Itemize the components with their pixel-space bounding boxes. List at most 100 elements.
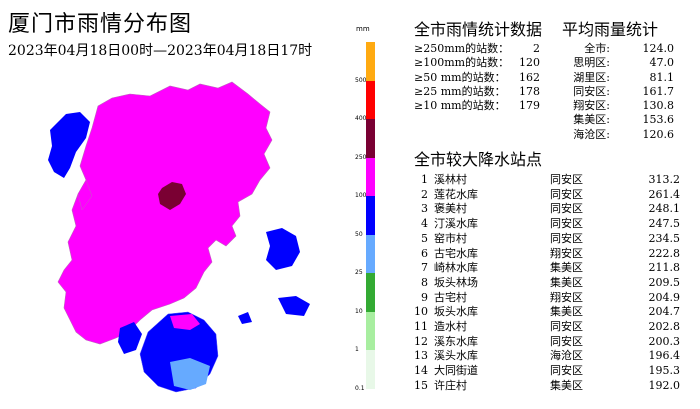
legend-swatch [366, 311, 375, 350]
cell-district: 集美区 [550, 378, 583, 392]
cell-name: 窑市村 [434, 231, 467, 245]
cell-label: ≥100mm的站数： [414, 56, 510, 70]
average-table: 全市: 124.0 思明区: 47.0 湖里区: 81.1 同安区: 161.7 翔安区: 130… [566, 42, 674, 142]
cell-value: 124.0 [642, 42, 675, 55]
legend-colorbar [366, 42, 375, 389]
table-row: 13 溪头水库 海沧区 196.4 [414, 349, 680, 364]
west-strip [77, 179, 93, 211]
cell-label: ≥50 mm的站数： [414, 70, 506, 84]
cell-rank: 8 [421, 275, 428, 289]
cell-name: 崎林水库 [434, 261, 478, 275]
cell-name: 溪东水库 [434, 334, 478, 348]
legend-tick-label: 50 [355, 230, 363, 238]
cell-value: 211.8 [648, 261, 681, 275]
mainland-region [57, 81, 273, 345]
cell-rank: 13 [414, 349, 428, 363]
table-row: 1 溪林村 同安区 313.2 [414, 173, 680, 188]
table-row: 15 许庄村 集美区 192.0 [414, 379, 680, 394]
southwest-coast [118, 322, 142, 354]
legend-unit: mm [356, 25, 370, 33]
cell-rank: 11 [414, 320, 428, 334]
cell-value: 81.1 [649, 70, 675, 84]
cell-rank: 9 [421, 290, 428, 304]
east-island [278, 296, 310, 316]
legend-tick-label: 400 [355, 115, 367, 122]
east-region [266, 228, 300, 270]
cell-value: 192.0 [648, 378, 681, 392]
legend-tick-label: 100 [355, 192, 367, 199]
cell-value: 204.9 [648, 290, 681, 304]
legend-swatch [366, 119, 375, 158]
cell-rank: 14 [414, 364, 428, 378]
legend-swatch [366, 196, 375, 235]
cell-label: 海沧区: [573, 127, 610, 141]
cell-name: 坂头林场 [434, 275, 478, 289]
cell-rank: 3 [421, 202, 428, 216]
table-row: 思明区: 47.0 [566, 56, 674, 70]
cell-name: 大同街道 [434, 364, 478, 378]
cell-rank: 1 [421, 173, 428, 186]
island-magenta-zone [170, 314, 200, 330]
heavy-rain-title: 全市较大降水站点 [414, 150, 543, 169]
east-islet [238, 312, 252, 324]
cell-value: 178 [519, 84, 540, 98]
cell-label: 集美区: [573, 113, 610, 127]
legend-tick-label: 25 [355, 269, 363, 276]
legend-swatch [366, 80, 375, 119]
table-row: 4 汀溪水库 同安区 247.5 [414, 217, 680, 232]
table-row: ≥100mm的站数： 120 [414, 56, 540, 70]
table-row: 集美区: 153.6 [566, 113, 674, 127]
table-row: 8 坂头林场 集美区 209.5 [414, 276, 680, 291]
cell-rank: 4 [421, 217, 428, 231]
cell-name: 坂头水库 [434, 305, 478, 319]
cell-value: 222.8 [648, 246, 681, 260]
legend-swatch [366, 350, 375, 389]
cell-value: 153.6 [642, 113, 675, 127]
cell-label: ≥10 mm的站数： [414, 99, 506, 113]
cell-district: 同安区 [550, 334, 583, 348]
cell-district: 同安区 [550, 364, 583, 378]
legend-tick-label: 1 [355, 346, 359, 353]
cell-value: 313.2 [648, 173, 681, 186]
cell-value: 120 [519, 56, 540, 70]
table-row: 7 崎林水库 集美区 211.8 [414, 261, 680, 276]
table-row: 9 古宅村 翔安区 204.9 [414, 291, 680, 306]
cell-value: 2 [533, 42, 540, 55]
cell-name: 溪头水库 [434, 349, 478, 363]
table-row: 全市: 124.0 [566, 42, 674, 56]
table-row: 6 古宅水库 翔安区 222.8 [414, 247, 680, 262]
table-row: 14 大同街道 同安区 195.3 [414, 364, 680, 379]
time-range: 2023年04月18日00时—2023年04月18日17时 [8, 43, 313, 59]
table-row: 12 溪东水库 同安区 200.3 [414, 335, 680, 350]
cell-district: 同安区 [550, 320, 583, 334]
cell-value: 200.3 [648, 334, 681, 348]
legend-swatch [366, 42, 375, 81]
cell-label: 全市: [584, 42, 610, 55]
cell-value: 196.4 [648, 349, 681, 363]
legend-tick-label: 0.1 [355, 384, 365, 392]
cell-district: 同安区 [550, 187, 583, 201]
cell-value: 130.8 [642, 99, 675, 113]
cell-name: 古宅水库 [434, 246, 478, 260]
table-row: 2 莲花水库 同安区 261.4 [414, 188, 680, 203]
cell-district: 集美区 [550, 275, 583, 289]
cell-label: 翔安区: [573, 99, 610, 113]
cell-district: 同安区 [550, 217, 583, 231]
cell-district: 翔安区 [550, 246, 583, 260]
island-light-zone [170, 358, 210, 390]
northwest-region [48, 112, 90, 178]
cell-district: 同安区 [550, 202, 583, 216]
cell-label: ≥250mm的站数： [414, 42, 510, 55]
map-title: 厦门市雨情分布图 [8, 12, 193, 37]
table-row: ≥25 mm的站数： 178 [414, 85, 540, 99]
cell-rank: 5 [421, 231, 428, 245]
legend-swatch [366, 273, 375, 312]
cell-value: 202.8 [648, 320, 681, 334]
cell-label: 同安区: [573, 84, 610, 98]
cell-value: 47.0 [649, 56, 675, 70]
cell-rank: 12 [414, 334, 428, 348]
cell-value: 161.7 [642, 84, 675, 98]
table-row: 11 造水村 同安区 202.8 [414, 320, 680, 335]
cell-label: ≥25 mm的站数： [414, 84, 506, 98]
cell-rank: 2 [421, 187, 428, 201]
